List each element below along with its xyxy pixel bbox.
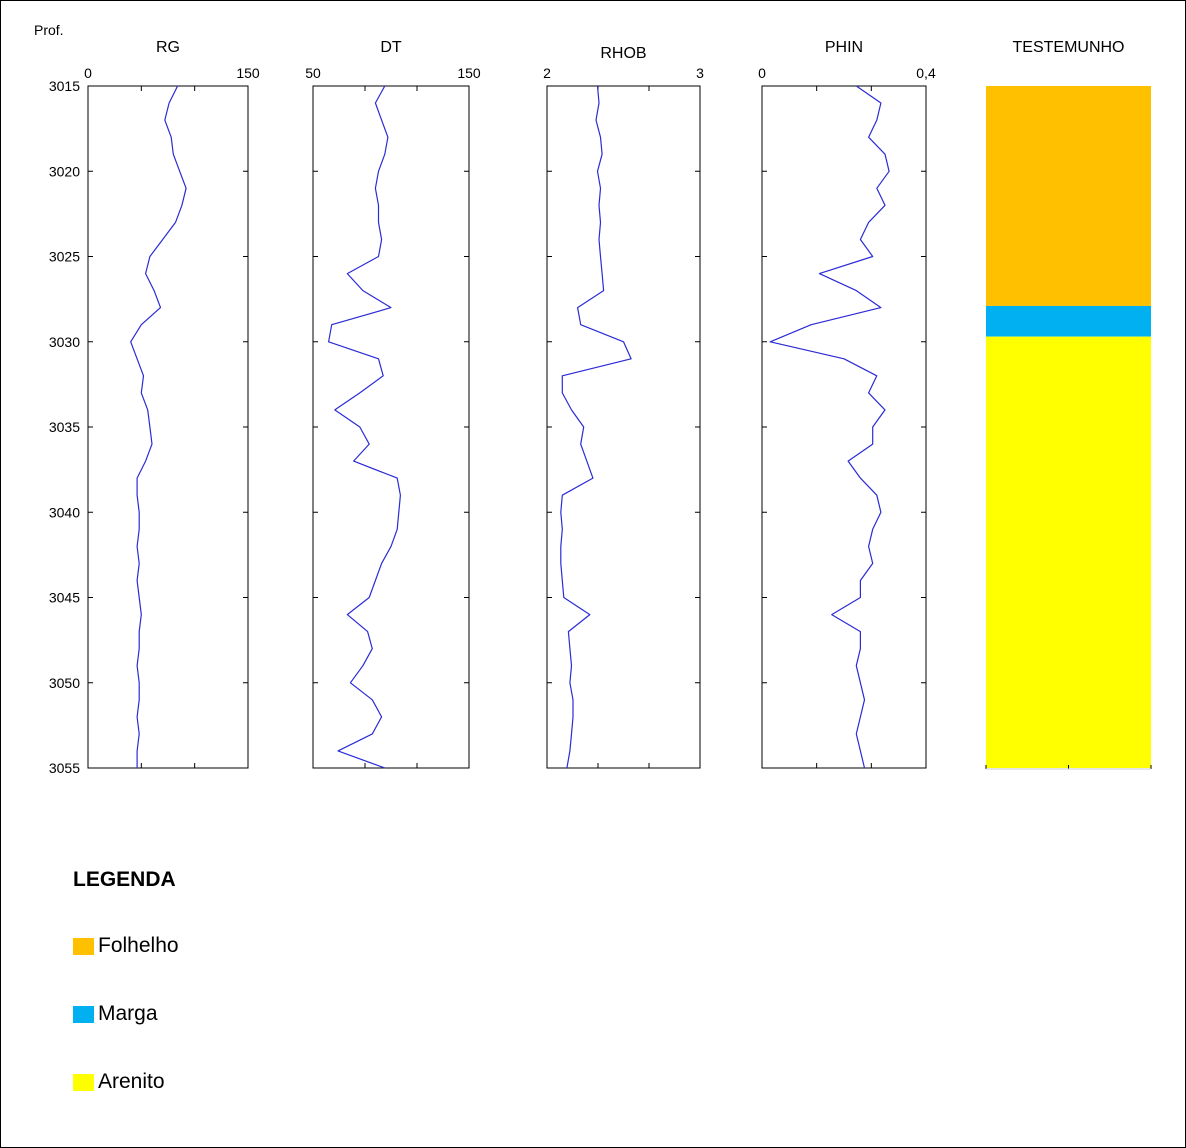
track-title-dt: DT — [380, 39, 402, 56]
legend-label-folhelho: Folhelho — [98, 934, 179, 957]
depth-tick-label: 3050 — [49, 675, 80, 691]
legend-label-arenito: Arenito — [98, 1070, 165, 1093]
depth-label: Prof. — [34, 22, 64, 38]
track-title-rg: RG — [156, 39, 180, 56]
legend-item-arenito: Arenito — [73, 1070, 165, 1094]
legend-swatch-arenito — [73, 1073, 94, 1091]
depth-tick-label: 3055 — [49, 760, 80, 776]
depth-tick-label: 3035 — [49, 419, 80, 435]
track-rhob: RHOB 2 3 — [543, 45, 704, 769]
log-curve-rg — [130, 85, 187, 768]
legend: LEGENDA Folhelho Marga Arenito — [73, 868, 179, 1093]
log-curve-dt — [328, 85, 401, 769]
track-frame-phin — [761, 85, 927, 769]
depth-tick-label: 3030 — [49, 334, 80, 350]
track-dt: DT 50 150 — [305, 39, 481, 769]
track-title-testemunho: TESTEMUNHO — [1013, 39, 1125, 56]
track-frame-rg — [87, 85, 249, 769]
depth-tick-label: 3015 — [49, 78, 80, 94]
scale-max-label: 150 — [236, 65, 260, 81]
scale-max-label: 150 — [457, 65, 481, 81]
legend-swatch-folhelho — [73, 937, 94, 955]
depth-tick-label: 3025 — [49, 249, 80, 265]
core-interval-folhelho — [986, 86, 1151, 306]
legend-label-marga: Marga — [98, 1002, 158, 1025]
track-title-phin: PHIN — [825, 39, 863, 56]
well-log-chart: Prof.30153020302530303035304030453050305… — [34, 22, 1152, 776]
depth-tick-label: 3020 — [49, 163, 80, 179]
scale-max-label: 3 — [696, 65, 704, 81]
scale-min-label: 0 — [84, 65, 92, 81]
track-frame-rhob — [546, 85, 701, 769]
legend-item-folhelho: Folhelho — [73, 934, 179, 958]
track-rg: RG 0 150 — [84, 39, 260, 769]
legend-swatch-marga — [73, 1005, 94, 1023]
legend-item-marga: Marga — [73, 1002, 158, 1026]
scale-min-label: 0 — [758, 65, 766, 81]
track-testemunho: TESTEMUNHO — [985, 39, 1152, 770]
log-curve-rhob — [560, 85, 632, 769]
legend-title: LEGENDA — [73, 868, 176, 891]
core-interval-marga — [986, 305, 1151, 337]
track-frame-dt — [312, 85, 470, 769]
scale-min-label: 2 — [543, 65, 551, 81]
depth-tick-label: 3040 — [49, 504, 80, 520]
scale-max-label: 0,4 — [916, 65, 936, 81]
track-title-rhob: RHOB — [600, 45, 646, 62]
scale-min-label: 50 — [305, 65, 321, 81]
log-curve-phin — [769, 85, 890, 769]
depth-tick-label: 3045 — [49, 590, 80, 606]
core-interval-arenito — [986, 336, 1151, 768]
track-phin: PHIN 0 0,4 — [758, 39, 936, 769]
